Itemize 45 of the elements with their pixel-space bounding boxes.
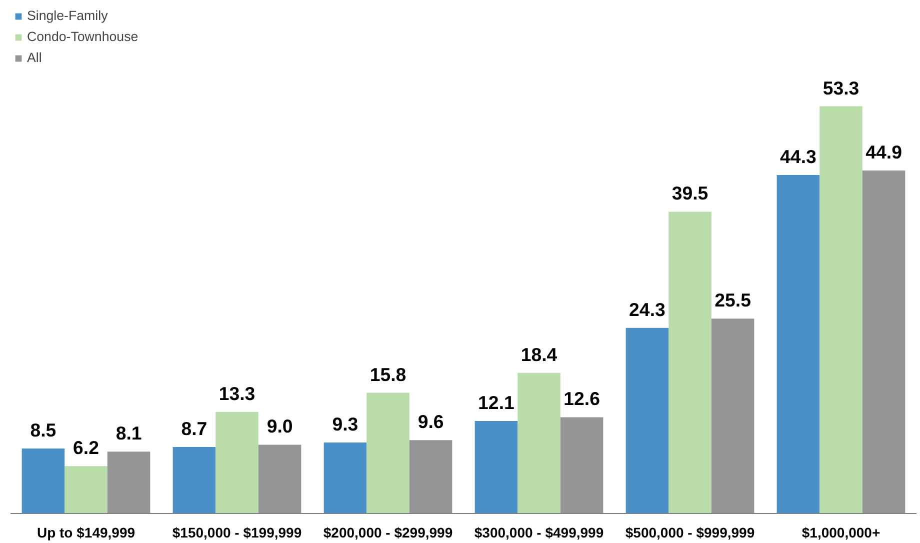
bar xyxy=(172,447,216,514)
bar xyxy=(820,106,862,514)
x-tick-label: $1,000,000+ xyxy=(802,524,880,540)
data-label: 24.3 xyxy=(629,298,666,320)
bar xyxy=(258,444,302,514)
bar xyxy=(409,440,452,514)
bar xyxy=(366,392,410,514)
data-label: 12.1 xyxy=(478,392,514,414)
data-label: 44.9 xyxy=(866,141,902,162)
bar xyxy=(668,212,712,514)
bar xyxy=(862,170,906,514)
x-tick-label: Up to $149,999 xyxy=(36,524,136,540)
legend-label: Single-Family xyxy=(27,8,108,23)
bar xyxy=(22,448,65,514)
bar xyxy=(776,175,820,514)
bar xyxy=(107,452,150,514)
x-tick-label: $500,000 - $999,999 xyxy=(625,524,755,540)
data-label: 9.3 xyxy=(332,413,358,434)
legend-label: Condo-Townhouse xyxy=(27,29,138,44)
data-label: 9.6 xyxy=(418,411,444,432)
data-label: 8.1 xyxy=(116,422,142,444)
data-label: 44.3 xyxy=(780,146,816,168)
bar xyxy=(626,328,669,514)
x-tick-label: $150,000 - $199,999 xyxy=(172,524,302,540)
x-tick-label: $200,000 - $299,999 xyxy=(323,524,453,540)
bar xyxy=(474,421,518,514)
data-label: 12.6 xyxy=(564,388,600,410)
data-label: 18.4 xyxy=(520,344,558,365)
data-label: 13.3 xyxy=(218,382,256,404)
bar xyxy=(324,442,367,514)
data-label: 8.5 xyxy=(30,420,56,441)
bar xyxy=(518,372,560,514)
data-label: 15.8 xyxy=(370,364,406,385)
x-tick-label: $300,000 - $499,999 xyxy=(474,524,604,540)
data-label: 9.0 xyxy=(266,416,293,437)
data-label: 8.7 xyxy=(181,418,208,440)
bar xyxy=(64,466,108,514)
bar xyxy=(216,412,258,514)
data-label: 53.3 xyxy=(822,77,860,98)
data-label: 6.2 xyxy=(73,437,99,458)
data-label: 39.5 xyxy=(672,182,708,204)
data-label: 25.5 xyxy=(714,290,751,311)
legend-label: All xyxy=(27,50,43,65)
bar xyxy=(711,318,754,514)
bar xyxy=(560,417,604,514)
